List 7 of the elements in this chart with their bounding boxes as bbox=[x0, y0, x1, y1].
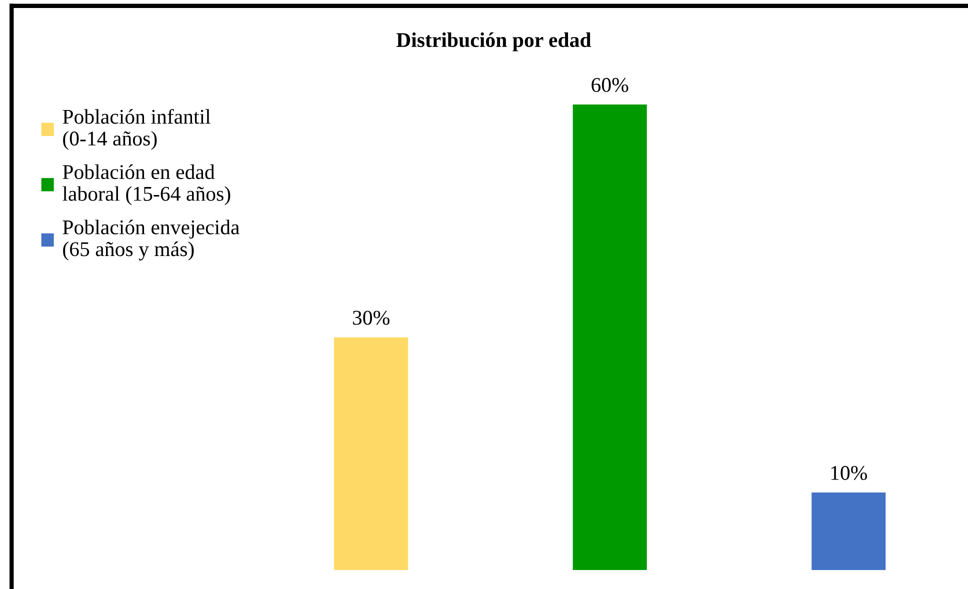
data-label: 60% bbox=[592, 78, 628, 92]
chart-title: Distribución por edad bbox=[396, 32, 592, 52]
data-label: 10% bbox=[831, 466, 867, 480]
legend-label: Población envejecida (65 años y más) bbox=[62, 220, 240, 260]
legend-label: Población en edad laboral (15-64 años) bbox=[62, 164, 230, 206]
legend-label: Población infantil (0-14 años) bbox=[62, 108, 210, 150]
data-label: 30% bbox=[352, 310, 390, 325]
